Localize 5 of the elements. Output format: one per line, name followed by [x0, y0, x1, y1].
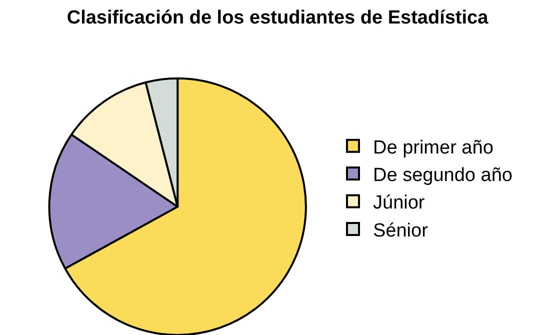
legend-label: Sénior — [373, 220, 429, 242]
chart-title: Clasificación de los estudiantes de Estadística — [66, 7, 489, 28]
legend-label: De segundo año — [373, 164, 512, 186]
legend-label: De primer año — [373, 137, 494, 158]
legend-label: Júnior — [373, 192, 426, 214]
